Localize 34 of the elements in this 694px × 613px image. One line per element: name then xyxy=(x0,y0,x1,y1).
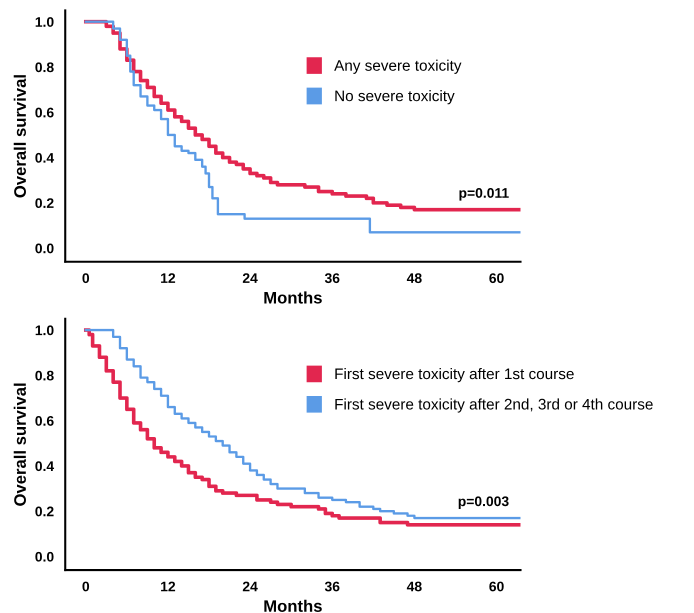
y-tick-label: 0.0 xyxy=(35,552,54,562)
x-axis-title: Months xyxy=(264,600,322,612)
x-tick-label: 12 xyxy=(161,273,176,283)
x-tick-label: 48 xyxy=(406,582,422,592)
x-tick-label: 36 xyxy=(324,582,340,592)
legend-label: First severe toxicity after 2nd, 3rd or 4th course xyxy=(335,398,653,413)
x-tick-label: 24 xyxy=(242,273,258,283)
y-tick-label: 0.0 xyxy=(35,244,54,254)
y-tick-label: 0.2 xyxy=(35,506,54,516)
y-tick-label: 1.0 xyxy=(36,325,54,336)
x-axis-title: Months xyxy=(264,291,322,304)
x-tick-label: 48 xyxy=(406,273,422,284)
x-tick-label: 24 xyxy=(242,582,258,592)
annotation: p=0.003 xyxy=(458,496,509,509)
legend-label: No severe toxicity xyxy=(335,90,455,104)
y-tick-label: 0.8 xyxy=(35,370,54,381)
x-tick-label: 60 xyxy=(489,273,504,284)
y-tick-label: 0.6 xyxy=(35,416,54,426)
x-tick-label: 0 xyxy=(82,582,90,592)
x-tick-label: 12 xyxy=(161,582,176,592)
legend-label: First severe toxicity after 1st course xyxy=(335,368,574,382)
y-axis-title: Overall survival xyxy=(14,384,26,506)
y-tick-label: 0.2 xyxy=(35,198,54,208)
legend-label: Any severe toxicity xyxy=(334,60,462,74)
x-tick-label: 36 xyxy=(324,273,340,284)
y-tick-label: 0.4 xyxy=(35,461,54,472)
y-tick-label: 0.8 xyxy=(35,62,54,72)
y-tick-label: 0.6 xyxy=(35,108,54,118)
y-tick-label: 0.4 xyxy=(35,152,54,163)
y-axis-title: Overall survival xyxy=(14,75,26,198)
annotation: p=0.011 xyxy=(459,188,509,201)
x-tick-label: 0 xyxy=(82,273,90,284)
x-tick-label: 60 xyxy=(489,582,504,592)
y-tick-label: 1.0 xyxy=(36,17,54,27)
